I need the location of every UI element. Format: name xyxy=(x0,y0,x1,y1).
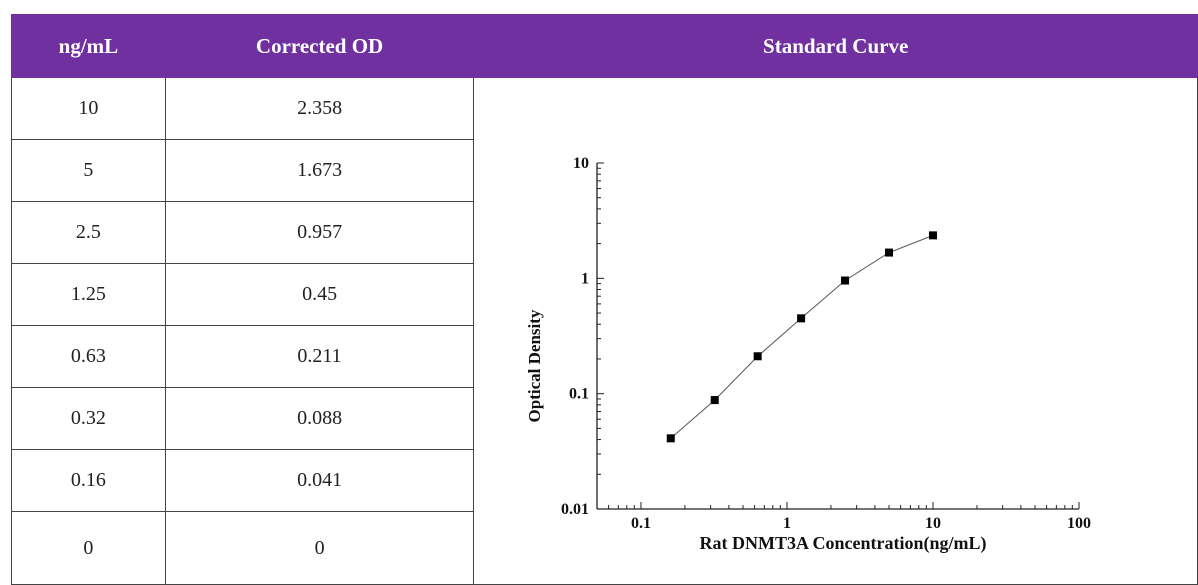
data-point xyxy=(753,352,762,361)
concentration-cell: 5 xyxy=(11,139,166,202)
concentration-cell: 0.16 xyxy=(11,449,166,512)
data-point xyxy=(797,314,806,323)
table-row: 0.16 0.041 xyxy=(11,449,1198,512)
chart-axes: 0.1 1 10 100 0.01 0.1 1 10 xyxy=(561,155,1091,532)
od-cell: 0 xyxy=(164,511,475,585)
table-row: 0 0 xyxy=(11,511,1198,585)
y-tick-label: 0.01 xyxy=(561,501,589,518)
od-cell: 0.45 xyxy=(164,263,475,326)
data-point xyxy=(666,434,675,443)
od-cell: 0.211 xyxy=(164,325,475,388)
concentration-cell: 1.25 xyxy=(11,263,166,326)
od-cell: 2.358 xyxy=(164,77,475,140)
concentration-cell: 10 xyxy=(11,77,166,140)
header-corrected-od: Corrected OD xyxy=(164,14,475,78)
data-point xyxy=(885,248,894,257)
standard-curve-table: ng/mL Corrected OD Standard Curve 10 2.3… xyxy=(11,14,1198,585)
chart-series xyxy=(666,231,937,443)
y-axis-label: Optical Density xyxy=(525,309,544,422)
od-cell: 0.957 xyxy=(164,201,475,264)
curve-line xyxy=(670,234,934,439)
header-concentration: ng/mL xyxy=(11,14,166,78)
x-axis-label: Rat DNMT3A Concentration(ng/mL) xyxy=(700,533,987,554)
table-header-row: ng/mL Corrected OD Standard Curve xyxy=(11,14,1198,78)
od-cell: 1.673 xyxy=(164,139,475,202)
x-tick-label: 0.1 xyxy=(631,515,651,532)
x-tick-label: 10 xyxy=(925,515,941,532)
concentration-cell: 0.63 xyxy=(11,325,166,388)
table-row: 2.5 0.957 xyxy=(11,201,1198,264)
table-row: 0.32 0.088 xyxy=(11,387,1198,450)
table-row: 5 1.673 xyxy=(11,139,1198,202)
table-row: 1.25 0.45 xyxy=(11,263,1198,326)
y-tick-label: 0.1 xyxy=(569,386,589,403)
x-tick-label: 100 xyxy=(1067,515,1091,532)
od-cell: 0.041 xyxy=(164,449,475,512)
concentration-cell: 2.5 xyxy=(11,201,166,264)
od-cell: 0.088 xyxy=(164,387,475,450)
concentration-cell: 0 xyxy=(11,511,166,585)
data-point xyxy=(710,396,719,405)
chart-cell xyxy=(473,77,1198,585)
header-standard-curve: Standard Curve xyxy=(473,14,1198,78)
concentration-cell: 0.32 xyxy=(11,387,166,450)
standard-curve-chart: 0.1 1 10 100 0.01 0.1 1 10 Optical Density Rat … xyxy=(525,155,1091,554)
y-tick-label: 10 xyxy=(573,155,589,172)
table-row: 10 2.358 xyxy=(11,77,1198,585)
data-point xyxy=(841,276,850,285)
x-tick-label: 1 xyxy=(783,515,791,532)
y-tick-label: 1 xyxy=(581,270,589,287)
data-point xyxy=(928,231,937,240)
